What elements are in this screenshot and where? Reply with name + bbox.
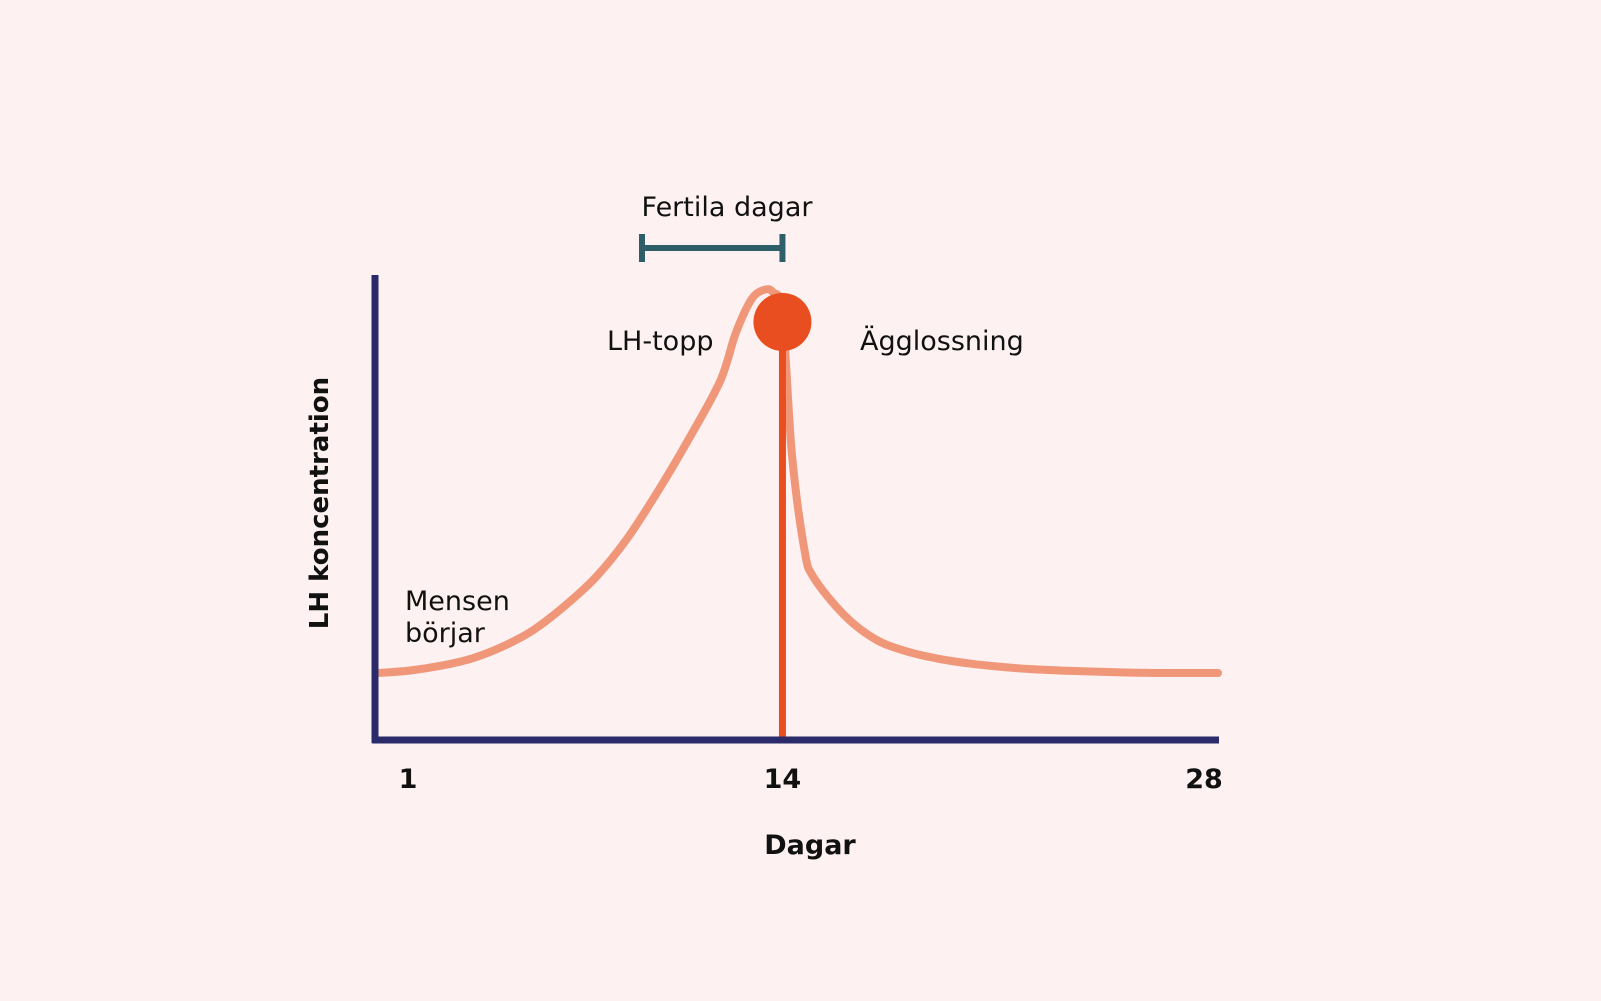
y-axis-label: LH koncentration [305, 376, 335, 630]
x-axis-label: Dagar [764, 830, 856, 861]
annotation-menses-line2: börjar [405, 618, 485, 649]
x-tick-label-14: 14 [763, 764, 802, 795]
annotation-ovulation: Ägglossning [860, 326, 1024, 357]
annotation-lh-peak: LH-topp [607, 326, 714, 357]
annotation-fertile-window: Fertila dagar [641, 192, 813, 223]
x-tick-label-1: 1 [398, 764, 418, 795]
ovulation-dot [753, 292, 812, 351]
annotation-menses-line1: Mensen [405, 586, 510, 617]
x-tick-label-28: 28 [1185, 764, 1223, 795]
